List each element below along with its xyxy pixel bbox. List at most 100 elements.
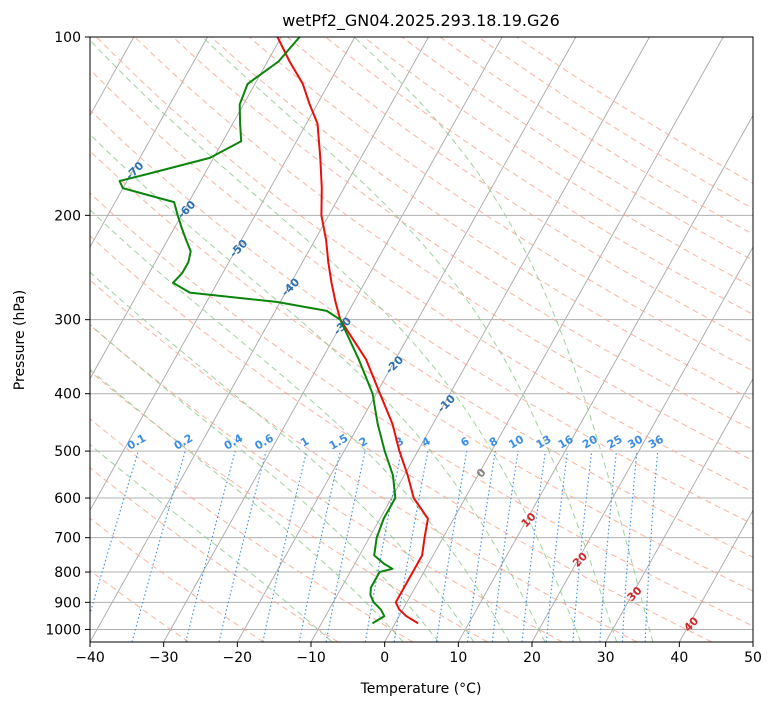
isotherm-line [752,641,753,642]
dry-adiabat [90,517,264,642]
isotherm-label: 40 [681,614,701,634]
y-tick-label: 1000 [45,622,81,638]
isotherm-line [605,377,753,642]
temperature-profile-line [276,37,429,624]
mixing-ratio-label: 6 [458,434,471,449]
moist-adiabat [90,209,510,642]
mixing-ratio-line [621,451,638,642]
x-axis: −40 −30 −20 −10 0 10 20 30 40 50 [75,642,762,666]
isotherm-line [90,37,356,512]
moist-adiabats [90,37,654,642]
x-tick-label: 40 [670,650,688,666]
dry-adiabat [90,370,488,642]
plot-area: 0.10.20.40.611.52346810131620253036-100-… [0,37,753,642]
mixing-ratio-label: 16 [556,432,576,451]
moist-adiabat [202,37,618,642]
dry-adiabat [439,37,753,235]
isotherm-line [678,509,753,642]
moist-adiabat [90,323,439,642]
moist-adiabat [353,37,654,642]
isotherm-line [90,37,282,380]
moist-adiabat [90,133,546,642]
x-tick-label: 50 [744,650,762,666]
dry-adiabat [172,37,753,431]
mixing-ratio-line [545,451,569,642]
y-tick-label: 100 [54,30,81,46]
y-axis-title: Pressure (hPa) [12,290,28,390]
mixing-ratio-line [521,451,546,642]
x-axis-title: Temperature (°C) [360,681,482,697]
mixing-ratio-line [90,450,139,616]
y-tick-label: 900 [54,595,81,611]
x-tick-label: −10 [296,650,326,666]
moist-adiabat [90,443,333,642]
mixing-ratio-label: 20 [580,432,600,451]
mixing-ratio-line [364,450,402,642]
y-tick-label: 400 [54,387,81,403]
isotherm-line [531,246,753,642]
x-tick-label: 30 [597,650,615,666]
isotherm-label: -80 [71,120,94,143]
moist-adiabat [90,368,404,642]
moist-adiabat [90,271,475,642]
y-tick-label: 600 [54,491,81,507]
isotherm-line [384,37,724,642]
mixing-ratio-line [325,450,366,642]
dry-adiabat [210,37,753,401]
dry-adiabats [90,37,753,642]
dry-adiabat [90,235,712,642]
isotherm-label: -20 [383,353,406,376]
mixing-ratio-label: 1.5 [327,432,350,453]
isotherm-line [236,37,577,642]
y-tick-label: 300 [54,313,81,329]
plot-frame [89,36,754,643]
moist-adiabat [90,39,582,642]
dry-adiabat [248,37,753,372]
isotherm-label: -40 [279,275,302,298]
profile-series [118,37,429,624]
dry-adiabat [90,418,414,642]
mixing-ratio-label: 13 [534,433,554,452]
dewpoint-profile-line [118,37,397,624]
chart-title: wetPf2_GN04.2025.293.18.19.G26 [282,11,560,31]
mixing-ratio-label: 30 [625,432,645,451]
mixing-ratio-line [435,451,468,642]
isotherm-line [457,114,753,642]
isotherm-line [310,37,650,642]
isotherm-label: -10 [435,392,458,415]
isotherm-line [90,37,429,642]
mixing-ratio-line [491,451,519,642]
dry-adiabat [90,467,339,642]
dry-adiabat [90,279,638,642]
dry-adiabat [516,37,753,184]
mixing-ratio-label: 4 [420,434,433,449]
isotherm-line [0,37,60,642]
dry-adiabat [90,109,753,558]
dry-adiabat [90,68,753,525]
mixing-ratio-label: 0.2 [172,432,195,453]
mixing-ratio-label: 10 [506,432,526,451]
mixing-ratio-label: 0.4 [222,431,246,452]
isotherm-line [90,37,208,248]
x-tick-label: −40 [75,650,105,666]
x-tick-label: 10 [449,650,467,666]
y-tick-label: 700 [54,531,81,547]
y-tick-label: 500 [54,444,81,460]
dry-adiabat [363,37,753,288]
mixing-ratio-label: 25 [605,433,625,452]
y-tick-label: 200 [54,208,81,224]
x-tick-label: 20 [523,650,541,666]
y-tick-label: 800 [54,565,81,581]
dry-adiabat [325,37,753,315]
dry-adiabat [90,150,753,592]
mixing-ratio-line [466,451,496,642]
dry-adiabat [401,37,753,261]
x-tick-label: −30 [149,650,179,666]
mixing-ratio-lines [90,450,659,642]
mixing-ratio-line [131,450,186,642]
mixing-ratio-line [185,450,236,642]
dry-adiabat [90,324,563,642]
mixing-ratio-line [218,450,267,642]
dry-adiabat [90,192,753,627]
